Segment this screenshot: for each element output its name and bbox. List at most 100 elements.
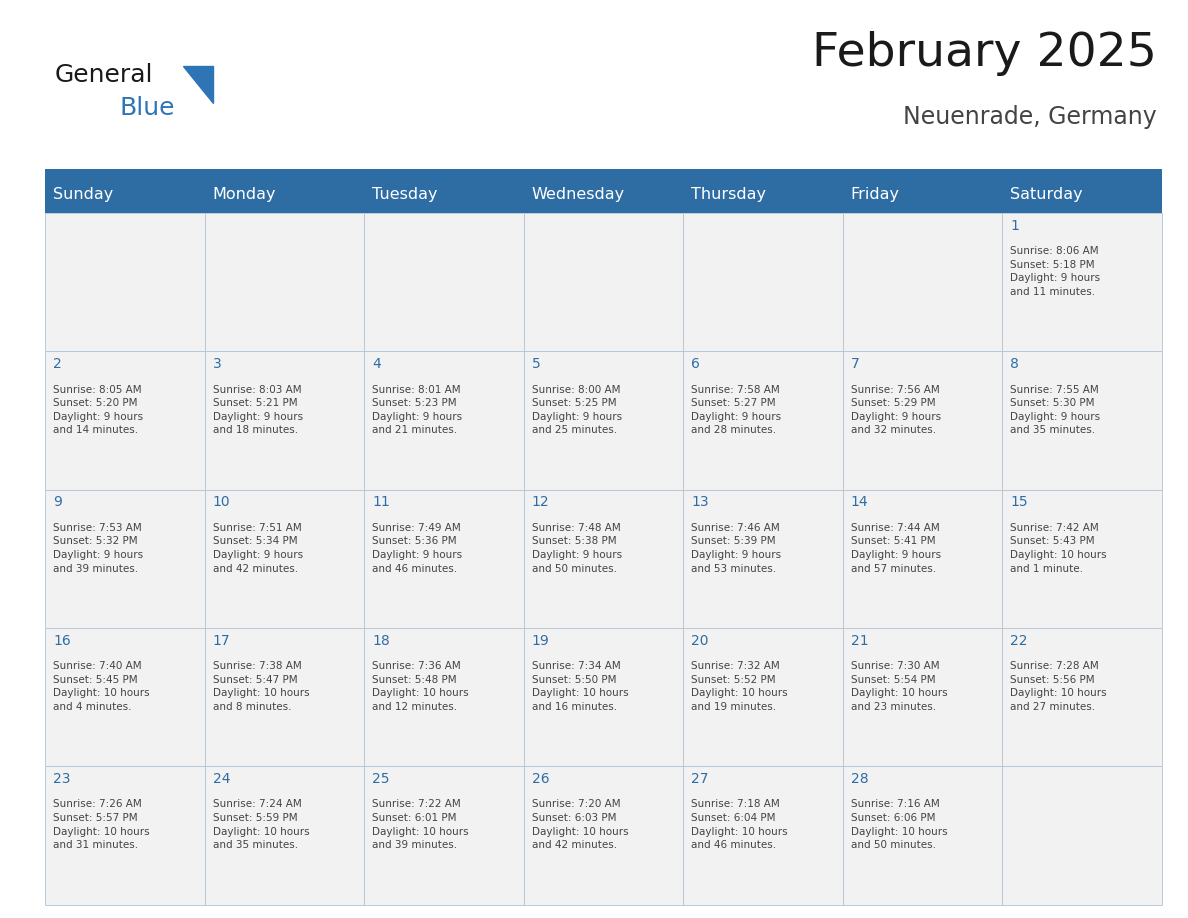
Text: 11: 11 xyxy=(372,496,390,509)
Text: Sunrise: 7:53 AM
Sunset: 5:32 PM
Daylight: 9 hours
and 39 minutes.: Sunrise: 7:53 AM Sunset: 5:32 PM Dayligh… xyxy=(53,523,144,574)
Text: 1: 1 xyxy=(1010,218,1019,232)
Bar xyxy=(45,628,204,767)
Bar xyxy=(365,213,524,352)
Bar xyxy=(365,767,524,904)
Bar xyxy=(842,628,1003,767)
Text: 13: 13 xyxy=(691,496,709,509)
Text: 24: 24 xyxy=(213,772,230,786)
Text: 8: 8 xyxy=(1010,357,1019,371)
Text: 10: 10 xyxy=(213,496,230,509)
Bar xyxy=(204,767,365,904)
Bar xyxy=(524,490,683,628)
Bar xyxy=(1003,352,1162,490)
Text: 14: 14 xyxy=(851,496,868,509)
Bar xyxy=(524,352,683,490)
Text: Sunrise: 7:38 AM
Sunset: 5:47 PM
Daylight: 10 hours
and 8 minutes.: Sunrise: 7:38 AM Sunset: 5:47 PM Dayligh… xyxy=(213,661,309,712)
Text: Sunrise: 7:16 AM
Sunset: 6:06 PM
Daylight: 10 hours
and 50 minutes.: Sunrise: 7:16 AM Sunset: 6:06 PM Dayligh… xyxy=(851,800,947,850)
Text: Sunrise: 8:01 AM
Sunset: 5:23 PM
Daylight: 9 hours
and 21 minutes.: Sunrise: 8:01 AM Sunset: 5:23 PM Dayligh… xyxy=(372,385,462,435)
Text: Sunrise: 7:28 AM
Sunset: 5:56 PM
Daylight: 10 hours
and 27 minutes.: Sunrise: 7:28 AM Sunset: 5:56 PM Dayligh… xyxy=(1010,661,1107,712)
Text: Sunrise: 7:48 AM
Sunset: 5:38 PM
Daylight: 9 hours
and 50 minutes.: Sunrise: 7:48 AM Sunset: 5:38 PM Dayligh… xyxy=(532,523,621,574)
Text: 5: 5 xyxy=(532,357,541,371)
Bar xyxy=(204,213,365,352)
Text: Thursday: Thursday xyxy=(691,186,766,202)
Polygon shape xyxy=(183,66,213,103)
Text: 25: 25 xyxy=(372,772,390,786)
Text: 22: 22 xyxy=(1010,633,1028,647)
Text: Sunrise: 7:30 AM
Sunset: 5:54 PM
Daylight: 10 hours
and 23 minutes.: Sunrise: 7:30 AM Sunset: 5:54 PM Dayligh… xyxy=(851,661,947,712)
Bar xyxy=(683,213,842,352)
Text: Friday: Friday xyxy=(851,186,899,202)
Bar xyxy=(45,352,204,490)
Text: 20: 20 xyxy=(691,633,709,647)
Text: Tuesday: Tuesday xyxy=(372,186,437,202)
Text: February 2025: February 2025 xyxy=(813,31,1157,76)
Text: Sunrise: 7:55 AM
Sunset: 5:30 PM
Daylight: 9 hours
and 35 minutes.: Sunrise: 7:55 AM Sunset: 5:30 PM Dayligh… xyxy=(1010,385,1100,435)
Bar xyxy=(842,352,1003,490)
Text: Sunrise: 7:26 AM
Sunset: 5:57 PM
Daylight: 10 hours
and 31 minutes.: Sunrise: 7:26 AM Sunset: 5:57 PM Dayligh… xyxy=(53,800,150,850)
Bar xyxy=(1003,628,1162,767)
Text: Sunrise: 7:56 AM
Sunset: 5:29 PM
Daylight: 9 hours
and 32 minutes.: Sunrise: 7:56 AM Sunset: 5:29 PM Dayligh… xyxy=(851,385,941,435)
Text: Sunrise: 7:20 AM
Sunset: 6:03 PM
Daylight: 10 hours
and 42 minutes.: Sunrise: 7:20 AM Sunset: 6:03 PM Dayligh… xyxy=(532,800,628,850)
Text: Sunrise: 8:00 AM
Sunset: 5:25 PM
Daylight: 9 hours
and 25 minutes.: Sunrise: 8:00 AM Sunset: 5:25 PM Dayligh… xyxy=(532,385,621,435)
Text: Sunrise: 7:58 AM
Sunset: 5:27 PM
Daylight: 9 hours
and 28 minutes.: Sunrise: 7:58 AM Sunset: 5:27 PM Dayligh… xyxy=(691,385,782,435)
Bar xyxy=(683,352,842,490)
Bar xyxy=(683,490,842,628)
Bar xyxy=(683,628,842,767)
Bar xyxy=(842,213,1003,352)
Text: Sunrise: 7:24 AM
Sunset: 5:59 PM
Daylight: 10 hours
and 35 minutes.: Sunrise: 7:24 AM Sunset: 5:59 PM Dayligh… xyxy=(213,800,309,850)
Bar xyxy=(45,213,204,352)
Text: Neuenrade, Germany: Neuenrade, Germany xyxy=(903,105,1157,129)
Text: Sunrise: 7:36 AM
Sunset: 5:48 PM
Daylight: 10 hours
and 12 minutes.: Sunrise: 7:36 AM Sunset: 5:48 PM Dayligh… xyxy=(372,661,469,712)
Text: General: General xyxy=(55,63,153,87)
Text: 26: 26 xyxy=(532,772,549,786)
Bar xyxy=(204,352,365,490)
Bar xyxy=(45,175,1162,213)
Text: Sunrise: 7:46 AM
Sunset: 5:39 PM
Daylight: 9 hours
and 53 minutes.: Sunrise: 7:46 AM Sunset: 5:39 PM Dayligh… xyxy=(691,523,782,574)
Text: 3: 3 xyxy=(213,357,221,371)
Bar xyxy=(204,628,365,767)
Bar xyxy=(365,628,524,767)
Text: Saturday: Saturday xyxy=(1010,186,1083,202)
Text: Sunrise: 7:49 AM
Sunset: 5:36 PM
Daylight: 9 hours
and 46 minutes.: Sunrise: 7:49 AM Sunset: 5:36 PM Dayligh… xyxy=(372,523,462,574)
Text: Sunrise: 7:44 AM
Sunset: 5:41 PM
Daylight: 9 hours
and 57 minutes.: Sunrise: 7:44 AM Sunset: 5:41 PM Dayligh… xyxy=(851,523,941,574)
Text: Sunrise: 7:18 AM
Sunset: 6:04 PM
Daylight: 10 hours
and 46 minutes.: Sunrise: 7:18 AM Sunset: 6:04 PM Dayligh… xyxy=(691,800,788,850)
Text: Blue: Blue xyxy=(120,96,176,120)
Text: Monday: Monday xyxy=(213,186,276,202)
Text: 9: 9 xyxy=(53,496,62,509)
Bar xyxy=(524,628,683,767)
Text: 27: 27 xyxy=(691,772,709,786)
Text: Wednesday: Wednesday xyxy=(532,186,625,202)
Text: 17: 17 xyxy=(213,633,230,647)
Text: Sunrise: 8:03 AM
Sunset: 5:21 PM
Daylight: 9 hours
and 18 minutes.: Sunrise: 8:03 AM Sunset: 5:21 PM Dayligh… xyxy=(213,385,303,435)
Text: 12: 12 xyxy=(532,496,549,509)
Text: 6: 6 xyxy=(691,357,700,371)
Text: Sunrise: 7:40 AM
Sunset: 5:45 PM
Daylight: 10 hours
and 4 minutes.: Sunrise: 7:40 AM Sunset: 5:45 PM Dayligh… xyxy=(53,661,150,712)
Text: Sunrise: 7:51 AM
Sunset: 5:34 PM
Daylight: 9 hours
and 42 minutes.: Sunrise: 7:51 AM Sunset: 5:34 PM Dayligh… xyxy=(213,523,303,574)
Text: Sunrise: 7:42 AM
Sunset: 5:43 PM
Daylight: 10 hours
and 1 minute.: Sunrise: 7:42 AM Sunset: 5:43 PM Dayligh… xyxy=(1010,523,1107,574)
Bar xyxy=(45,169,1162,175)
Text: Sunrise: 7:32 AM
Sunset: 5:52 PM
Daylight: 10 hours
and 19 minutes.: Sunrise: 7:32 AM Sunset: 5:52 PM Dayligh… xyxy=(691,661,788,712)
Bar xyxy=(1003,767,1162,904)
Bar xyxy=(1003,490,1162,628)
Text: 15: 15 xyxy=(1010,496,1028,509)
Bar xyxy=(683,767,842,904)
Text: 21: 21 xyxy=(851,633,868,647)
Text: 7: 7 xyxy=(851,357,860,371)
Bar xyxy=(365,352,524,490)
Bar xyxy=(1003,213,1162,352)
Bar xyxy=(365,490,524,628)
Bar xyxy=(204,490,365,628)
Bar xyxy=(524,213,683,352)
Bar xyxy=(842,490,1003,628)
Text: 23: 23 xyxy=(53,772,70,786)
Text: Sunday: Sunday xyxy=(53,186,113,202)
Text: 16: 16 xyxy=(53,633,71,647)
Text: Sunrise: 7:22 AM
Sunset: 6:01 PM
Daylight: 10 hours
and 39 minutes.: Sunrise: 7:22 AM Sunset: 6:01 PM Dayligh… xyxy=(372,800,469,850)
Bar xyxy=(45,767,204,904)
Text: 18: 18 xyxy=(372,633,390,647)
Text: Sunrise: 8:05 AM
Sunset: 5:20 PM
Daylight: 9 hours
and 14 minutes.: Sunrise: 8:05 AM Sunset: 5:20 PM Dayligh… xyxy=(53,385,144,435)
Text: 28: 28 xyxy=(851,772,868,786)
Bar xyxy=(842,767,1003,904)
Text: Sunrise: 7:34 AM
Sunset: 5:50 PM
Daylight: 10 hours
and 16 minutes.: Sunrise: 7:34 AM Sunset: 5:50 PM Dayligh… xyxy=(532,661,628,712)
Bar xyxy=(524,767,683,904)
